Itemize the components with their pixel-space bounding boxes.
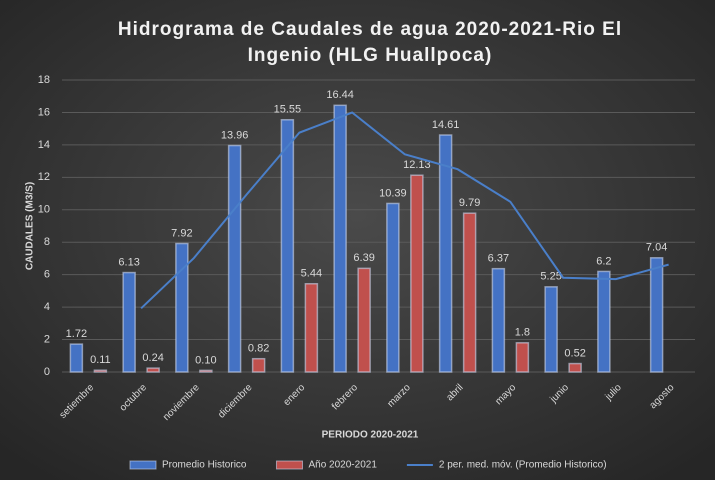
legend-swatch <box>275 460 303 470</box>
y-tick-label: 8 <box>44 236 50 248</box>
bar <box>410 174 424 373</box>
y-tick-label: 4 <box>44 301 50 313</box>
bar <box>93 369 108 373</box>
data-label: 15.55 <box>274 104 302 116</box>
bar <box>333 104 347 373</box>
data-label: 0.82 <box>248 343 269 355</box>
bar <box>386 202 400 373</box>
data-label: 13.96 <box>221 129 249 141</box>
data-label: 12.13 <box>403 159 431 171</box>
bar <box>227 144 242 373</box>
bar <box>649 257 664 373</box>
bar <box>544 286 558 373</box>
data-label: 0.52 <box>564 347 585 359</box>
y-tick-label: 2 <box>44 333 50 345</box>
data-label: 1.8 <box>515 327 530 339</box>
data-label: 9.79 <box>459 197 480 209</box>
data-label: 16.44 <box>326 89 354 101</box>
bar <box>568 362 582 373</box>
legend-swatch <box>129 460 157 470</box>
y-tick-label: 16 <box>38 106 50 118</box>
data-label: 0.24 <box>142 352 163 364</box>
bar <box>69 343 84 373</box>
y-tick-label: 0 <box>44 366 50 378</box>
data-label: 0.11 <box>90 354 111 366</box>
chart-title: Hidrograma de Caudales de agua 2020-2021… <box>118 19 622 40</box>
bar <box>597 270 611 373</box>
data-label: 6.2 <box>596 255 611 267</box>
bar <box>175 242 189 373</box>
bar <box>280 118 295 373</box>
y-tick-label: 6 <box>44 269 50 281</box>
bar <box>251 357 266 373</box>
data-label: 1.72 <box>66 328 87 340</box>
data-label: 6.37 <box>488 253 509 265</box>
bar <box>304 283 319 373</box>
line <box>140 111 669 310</box>
bar <box>122 271 136 373</box>
legend-label: 2 per. med. móv. (Promedio Historico) <box>439 460 607 471</box>
bar <box>438 134 453 373</box>
legend-label: Año 2020-2021 <box>308 460 377 471</box>
y-tick-label: 14 <box>38 139 50 151</box>
bar <box>146 367 160 373</box>
bar <box>199 369 213 373</box>
y-tick-label: 12 <box>38 171 50 183</box>
bar <box>357 267 371 373</box>
x-axis-label: PERIODO 2020-2021 <box>322 430 419 441</box>
legend-label: Promedio Historico <box>162 460 247 471</box>
y-axis-label: CAUDALES (M3/S) <box>25 182 36 270</box>
data-label: 5.44 <box>301 268 322 280</box>
bar <box>491 267 506 373</box>
data-label: 6.13 <box>118 256 139 268</box>
data-label: 7.92 <box>171 227 192 239</box>
data-label: 7.04 <box>646 242 667 254</box>
data-label: 14.61 <box>432 119 460 131</box>
chart-title: Ingenio (HLG Huallpoca) <box>248 45 493 66</box>
y-tick-label: 10 <box>38 204 50 216</box>
bar <box>462 212 477 373</box>
bar <box>515 342 530 373</box>
data-label: 5.25 <box>540 271 561 283</box>
data-label: 6.39 <box>353 252 374 264</box>
y-tick-label: 18 <box>38 74 50 86</box>
data-label: 10.39 <box>379 187 407 199</box>
data-label: 0.10 <box>195 354 216 366</box>
